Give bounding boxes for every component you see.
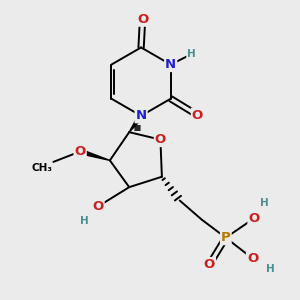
Text: O: O — [74, 145, 86, 158]
Text: O: O — [137, 13, 148, 26]
Text: H: H — [260, 199, 269, 208]
Text: O: O — [155, 133, 166, 146]
Text: O: O — [92, 200, 104, 213]
Text: P: P — [221, 231, 231, 244]
Text: H: H — [266, 264, 275, 274]
Text: O: O — [192, 109, 203, 122]
Text: O: O — [204, 258, 215, 271]
Polygon shape — [80, 149, 110, 161]
Polygon shape — [129, 114, 143, 132]
Text: CH₃: CH₃ — [31, 164, 52, 173]
Text: N: N — [165, 58, 176, 71]
Text: H: H — [80, 216, 89, 226]
Text: N: N — [136, 109, 147, 122]
Text: O: O — [248, 212, 260, 225]
Text: H: H — [187, 49, 196, 59]
Text: O: O — [247, 252, 258, 265]
